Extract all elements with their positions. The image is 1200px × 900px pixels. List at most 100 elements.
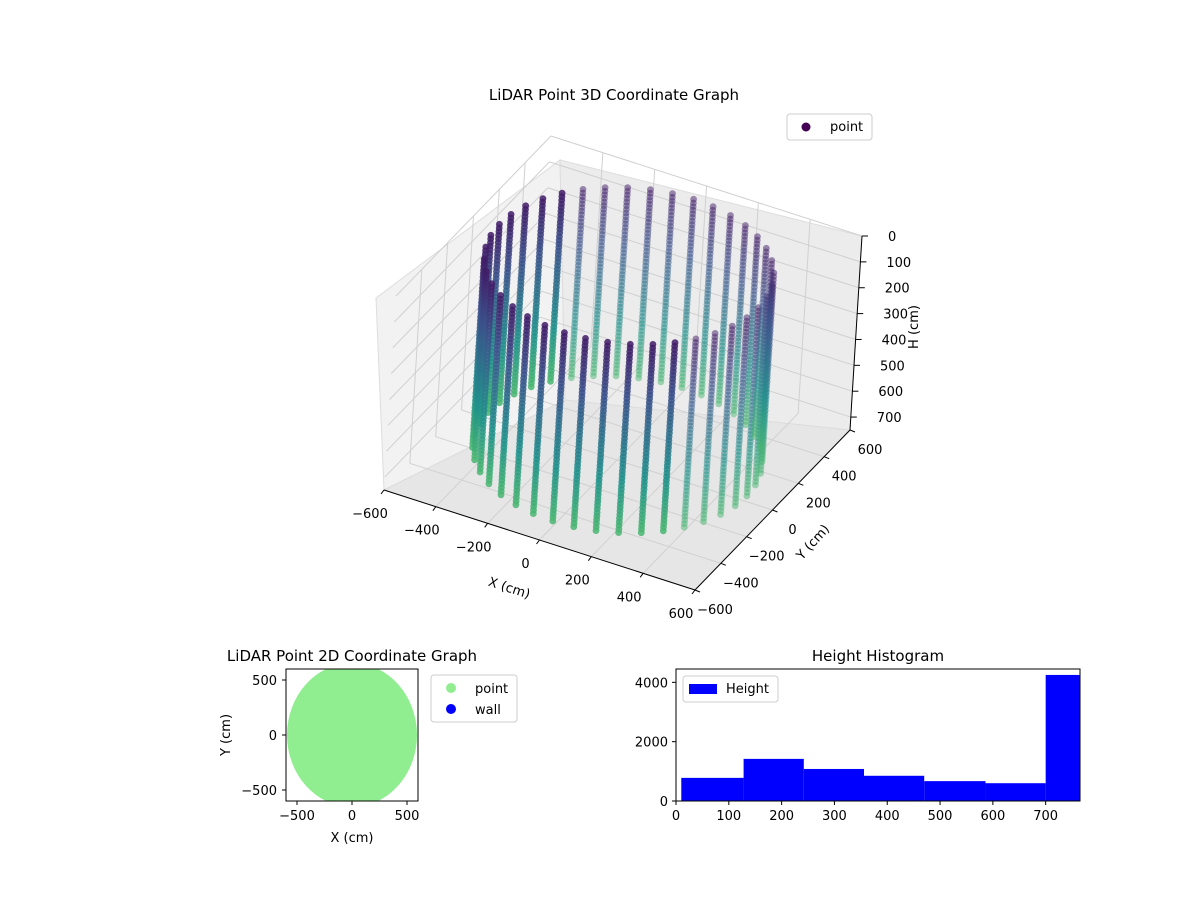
z-tick-label: 600 (878, 385, 903, 400)
y-tick-label: −600 (697, 603, 733, 618)
grid-back-y (435, 242, 449, 437)
lidar-point (743, 492, 751, 500)
points-3d (469, 184, 778, 537)
lidar-point (752, 481, 759, 489)
z-axis-label: H (cm) (907, 305, 922, 349)
lidar-point (590, 372, 597, 380)
lidar-point (715, 400, 723, 408)
x-tick-label: −500 (279, 809, 315, 824)
y-tick-mark (694, 589, 701, 593)
x-tick-mark (432, 506, 437, 511)
lidar-point (637, 529, 645, 537)
plot-2d-title: LiDAR Point 2D Coordinate Graph (227, 647, 477, 665)
y-tick-mark (746, 536, 752, 540)
lidar-point (751, 433, 758, 440)
lidar-point (496, 399, 503, 407)
y-tick-label: 0 (269, 729, 277, 744)
x-tick-mark (639, 573, 644, 578)
y-tick-mark (849, 429, 856, 433)
x-tick-label: 0 (521, 557, 529, 572)
legend-2d-label-wall: wall (475, 703, 501, 718)
lidar-point (592, 527, 600, 534)
y-tick-label: 4000 (635, 676, 668, 691)
z-tick-label: 100 (886, 256, 911, 271)
histogram-bar (1045, 674, 1080, 801)
plot-3d: LiDAR Point 3D Coordinate Graph −600 −400… (352, 86, 922, 622)
y-tick-label: 500 (252, 674, 277, 689)
y-tick-label: −200 (749, 550, 785, 565)
x-tick-label: 100 (716, 809, 741, 824)
y-tick-mark (720, 562, 727, 566)
y-tick-mark (772, 509, 778, 513)
histogram-bar (743, 758, 804, 801)
x-tick-label: 400 (875, 809, 900, 824)
lidar-point (678, 384, 686, 391)
lidar-point (615, 529, 622, 536)
x-tick-mark (587, 556, 592, 561)
grid-side-h (392, 187, 549, 349)
x-tick-mark (691, 589, 696, 595)
legend-2d-label-point: point (475, 682, 508, 697)
y-tick-label: 2000 (635, 736, 668, 751)
x-tick-mark (536, 539, 540, 545)
grid-back-y (409, 269, 423, 464)
histogram-frame (675, 668, 1081, 802)
y-tick-label: 0 (788, 523, 796, 538)
histogram-bar (864, 775, 925, 801)
plot-3d-title: LiDAR Point 3D Coordinate Graph (489, 86, 739, 104)
ticks-2d: −500 0 500 −500 0 500 (241, 674, 419, 824)
lidar-point (731, 502, 739, 510)
plot-2d-y-label: Y (cm) (219, 714, 234, 757)
y-tick-label: −500 (241, 784, 277, 799)
lidar-point (659, 527, 667, 535)
lidar-point (529, 510, 537, 517)
x-tick-label: 600 (980, 809, 1005, 824)
grid-back-y (461, 215, 474, 411)
histogram-bar (681, 777, 744, 801)
point-cloud-2d (287, 669, 417, 801)
x-tick-label: 200 (769, 809, 794, 824)
legend-3d: point (786, 113, 873, 141)
grid-back-h (549, 161, 861, 263)
x-tick-label: 700 (1033, 809, 1058, 824)
legend-2d: point wall (430, 674, 518, 723)
lidar-point (756, 445, 764, 453)
lidar-point (717, 511, 724, 518)
y-tick-label: 400 (832, 470, 857, 485)
z-tick-label: 400 (882, 333, 907, 348)
x-tick-label: 600 (669, 607, 694, 622)
grid-back-h (542, 264, 855, 366)
y-tick-mark (798, 482, 804, 486)
lidar-point (471, 456, 478, 464)
grid-back-h (550, 135, 863, 237)
legend-hist-swatch (689, 684, 717, 694)
x-tick-label: 0 (672, 809, 680, 824)
y-tick-label: 600 (858, 443, 883, 458)
lidar-point (742, 421, 750, 429)
lidar-point (657, 378, 665, 386)
x-axis-label: X (cm) (486, 575, 532, 603)
lidar-point (510, 390, 518, 398)
lidar-point (758, 457, 766, 465)
x-tick-label: −200 (456, 540, 492, 555)
histogram-bar (924, 781, 986, 801)
plot-2d: LiDAR Point 2D Coordinate Graph −500 0 500… (219, 647, 518, 846)
lidar-point (757, 469, 764, 477)
lidar-point (568, 374, 575, 382)
x-tick-label: 400 (617, 590, 642, 605)
legend-2d-marker-wall (446, 704, 456, 714)
plot-2d-area (287, 669, 417, 801)
x-tick-mark (484, 523, 489, 528)
x-tick-mark (380, 489, 385, 495)
x-tick-label: −400 (404, 524, 440, 539)
lidar-point (476, 468, 484, 476)
z-tick-label: 700 (877, 411, 902, 426)
z-axis-line (849, 235, 863, 431)
legend-3d-frame (786, 113, 873, 141)
lidar-point (570, 523, 578, 531)
lidar-point (612, 372, 620, 380)
legend-hist-frame (682, 675, 779, 703)
lidar-point (680, 523, 688, 531)
z-tick-label: 500 (880, 359, 905, 374)
